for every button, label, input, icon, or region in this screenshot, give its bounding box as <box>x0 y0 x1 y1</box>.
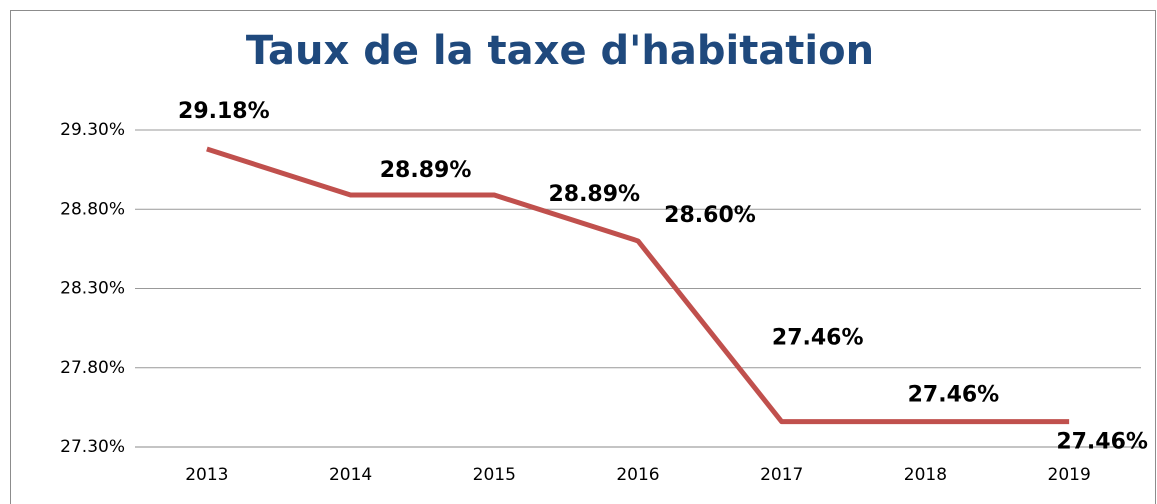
x-tick-label: 2015 <box>473 465 516 485</box>
y-tick-label: 27.30% <box>60 437 125 457</box>
data-label: 27.46% <box>772 326 864 351</box>
data-label: 28.89% <box>548 182 640 207</box>
y-tick-label: 27.80% <box>60 358 125 378</box>
data-label: 28.89% <box>380 158 472 183</box>
y-tick-label: 28.80% <box>60 199 125 219</box>
data-label: 27.46% <box>1056 430 1148 455</box>
x-tick-label: 2019 <box>1048 465 1091 485</box>
y-tick-label: 29.30% <box>60 120 125 140</box>
chart-title: Taux de la taxe d'habitation <box>246 28 874 74</box>
x-tick-label: 2013 <box>185 465 228 485</box>
y-tick-label: 28.30% <box>60 279 125 299</box>
data-label: 28.60% <box>664 203 756 228</box>
x-tick-label: 2016 <box>616 465 659 485</box>
line <box>206 146 1070 425</box>
x-tick-label: 2014 <box>329 465 372 485</box>
data-label: 29.18% <box>178 99 270 124</box>
data-label: 27.46% <box>908 383 1000 408</box>
x-tick-label: 2018 <box>904 465 947 485</box>
chart-border <box>10 10 1156 504</box>
x-tick-label: 2017 <box>760 465 803 485</box>
